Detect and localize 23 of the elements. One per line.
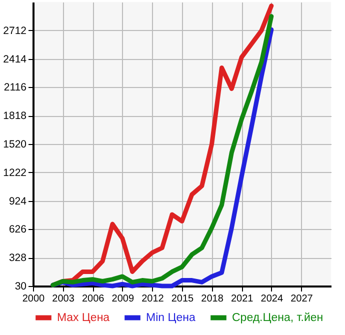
y-tick-label: 924 bbox=[8, 195, 27, 208]
x-tick-label: 2018 bbox=[201, 294, 224, 304]
x-tick-label: 2015 bbox=[171, 294, 194, 304]
x-tick-label: 2003 bbox=[52, 294, 75, 304]
y-tick-label: 2116 bbox=[4, 82, 27, 94]
legend-label: Сред.Цена, т.йен bbox=[232, 312, 324, 324]
y-tick-label: 2712 bbox=[3, 24, 27, 37]
legend-label: Min Цена bbox=[146, 312, 196, 324]
y-tick-label: 626 bbox=[8, 224, 27, 236]
x-tick-label: 2021 bbox=[230, 294, 254, 304]
y-tick-label: 328 bbox=[8, 252, 27, 264]
y-tick-label: 30 bbox=[14, 280, 27, 292]
x-tick-label: 2012 bbox=[142, 294, 164, 304]
y-tick-label: 1222 bbox=[3, 166, 27, 179]
legend-label: Max Цена bbox=[57, 312, 110, 324]
y-tick-label: 1818 bbox=[3, 110, 27, 122]
x-tick-label: 2006 bbox=[82, 294, 105, 304]
y-tick-label: 2414 bbox=[3, 53, 27, 66]
x-tick-label: 2000 bbox=[22, 294, 46, 304]
x-tick-label: 2009 bbox=[112, 294, 134, 304]
x-tick-label: 2027 bbox=[290, 294, 314, 304]
y-tick-label: 1520 bbox=[3, 138, 27, 150]
x-tick-label: 2024 bbox=[260, 294, 284, 304]
